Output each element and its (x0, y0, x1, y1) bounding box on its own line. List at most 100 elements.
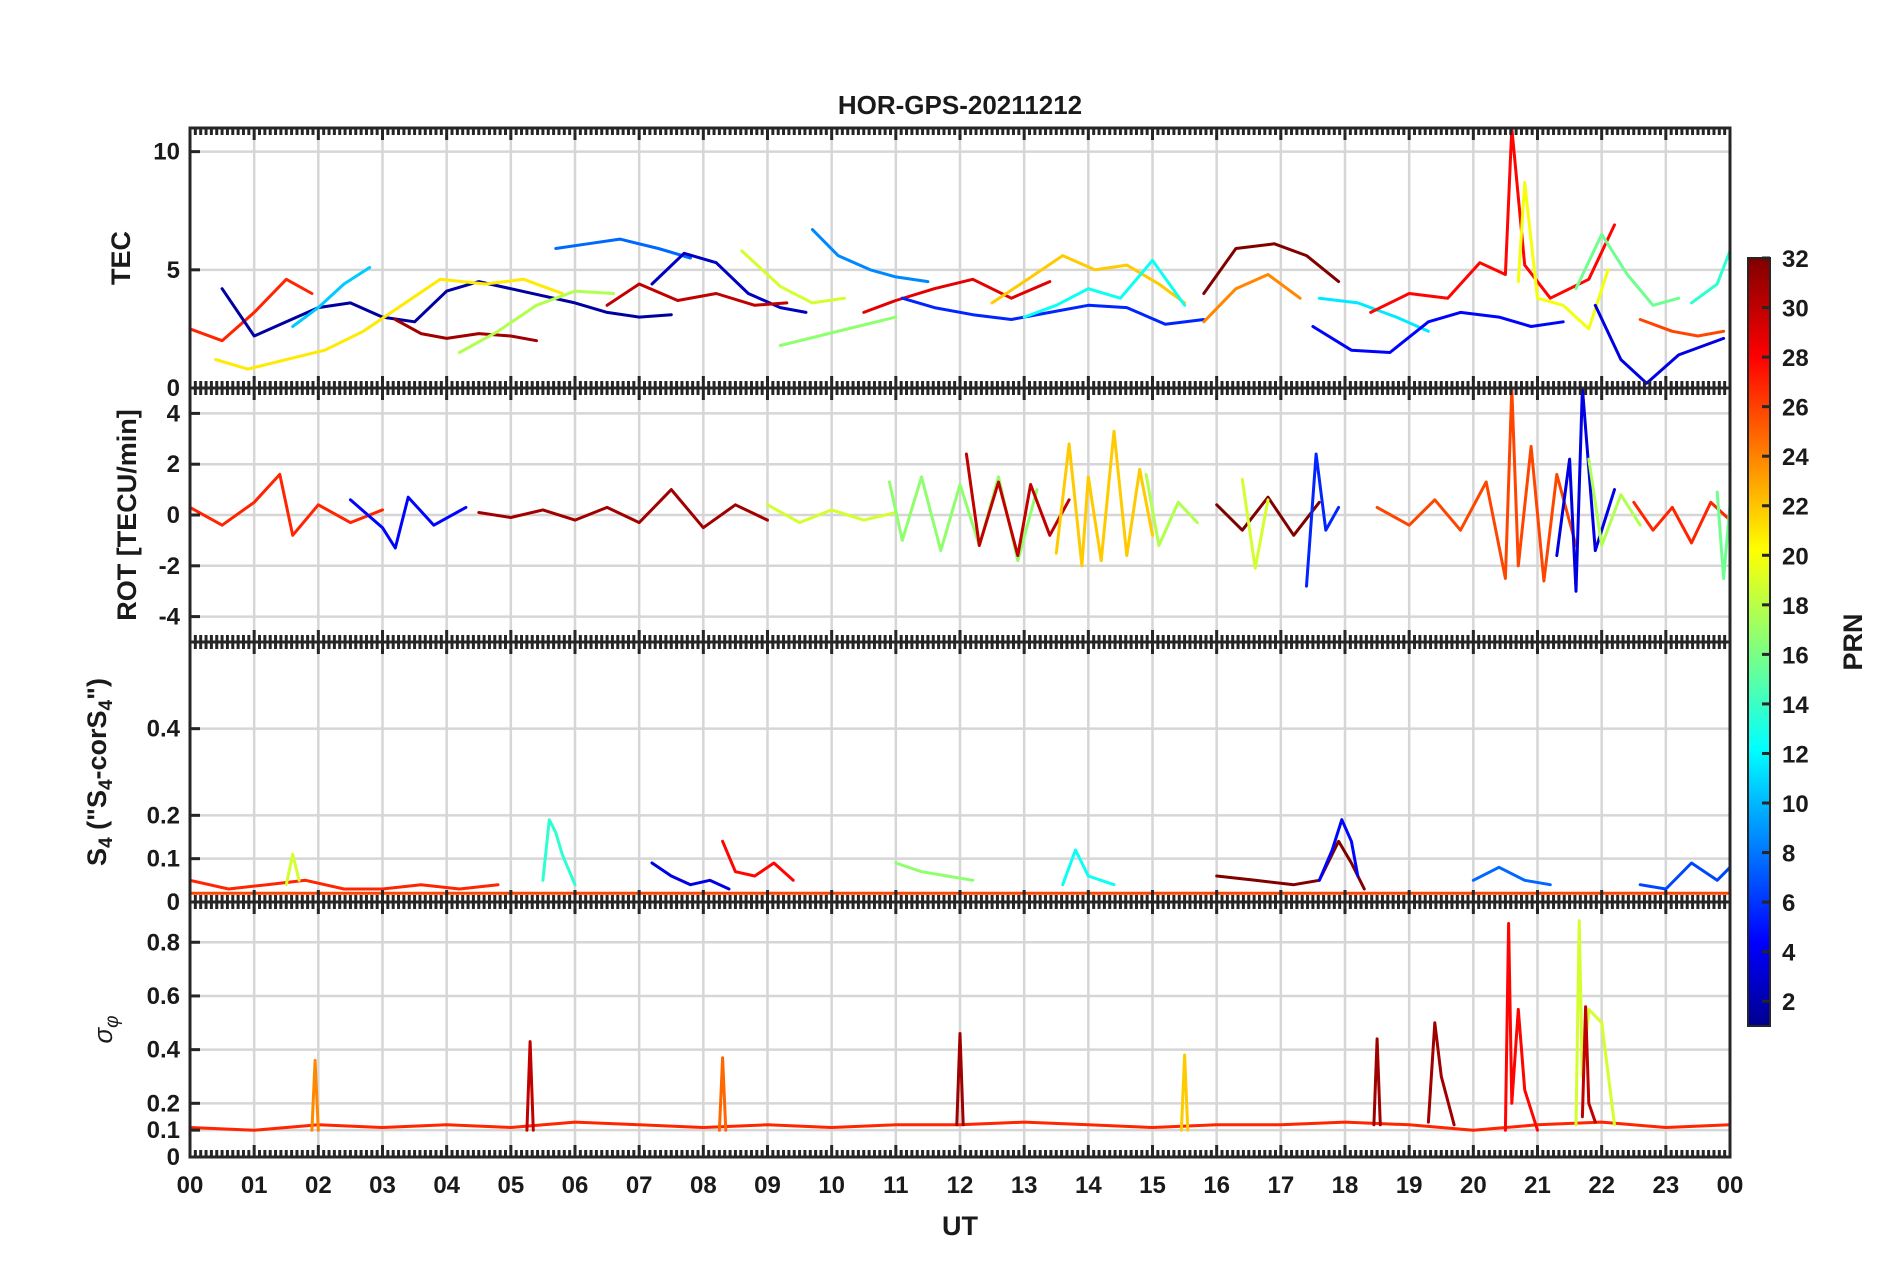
x-tick-label: 12 (947, 1172, 974, 1199)
trace-prn-5 (1317, 818, 1360, 882)
x-tick-label: 17 (1267, 1172, 1294, 1199)
colorbar-tick-label: 24 (1782, 444, 1809, 471)
traces-tec (190, 128, 1730, 385)
trace-prn-31 (393, 318, 538, 343)
colorbar-tick-label: 18 (1782, 593, 1809, 620)
traces-rot (190, 388, 1730, 593)
trace-prn-24 (310, 1058, 320, 1132)
trace-prn-19 (284, 852, 301, 887)
y-tick-label: 0.4 (147, 1037, 181, 1064)
trace-prn-31 (955, 1032, 965, 1127)
y-axis-label-part: σ (88, 1027, 118, 1044)
trace-prn-6 (900, 296, 1206, 326)
y-axis-label-subscript: 4 (96, 779, 117, 790)
trace-prn-30 (605, 282, 789, 307)
trace-prn-27 (190, 878, 500, 891)
y-tick-label: 0.2 (147, 1090, 180, 1117)
trace-prn-5 (348, 495, 468, 550)
y-tick-label: 0.1 (147, 846, 180, 873)
x-tick-label: 07 (626, 1172, 653, 1199)
trace-prn-27 (1632, 500, 1730, 545)
y-axis-label: S4 ("S4-corS4") (82, 678, 117, 866)
y-axis-label-subscript: 4 (96, 837, 117, 848)
colorbar-tick-label: 2 (1782, 989, 1795, 1016)
trace-prn-2 (220, 280, 673, 338)
colorbar-label: PRN (1838, 613, 1868, 670)
trace-prn-28 (1503, 922, 1539, 1132)
x-tick-label: 13 (1011, 1172, 1038, 1199)
panel-sigma: 00.10.2 0.4 0.6 0.8 σφ (88, 900, 1732, 1171)
colorbar-tick-label: 32 (1782, 246, 1809, 273)
trace-prn-22 (1179, 1053, 1190, 1132)
y-tick-label: 4 (167, 400, 181, 427)
x-tick-label: 14 (1075, 1172, 1102, 1199)
trace-prn-5 (1311, 310, 1565, 354)
y-tick-label: 2 (167, 451, 180, 478)
colorbar-tick-label: 22 (1782, 494, 1809, 521)
trace-prn-4 (650, 861, 731, 891)
trace-prn-30 (1580, 1005, 1597, 1124)
traces-sigma (190, 919, 1730, 1132)
colorbar-gradient (1747, 257, 1771, 1027)
trace-prn-6 (1305, 452, 1341, 588)
y-axis-label: σφ (88, 1015, 123, 1043)
x-tick-label: 18 (1332, 1172, 1359, 1199)
trace-prn-30 (525, 1040, 535, 1132)
x-tick-label: 08 (690, 1172, 717, 1199)
trace-prn-29 (862, 277, 1052, 314)
y-axis-label-part: -corS (82, 710, 112, 779)
trace-prn-8 (554, 237, 692, 260)
trace-prn-19 (1240, 477, 1270, 570)
y-tick-label: 0.8 (147, 929, 180, 956)
colorbar-tick-label: 20 (1782, 543, 1809, 570)
x-axis-label: UT (942, 1211, 978, 1241)
x-tick-label: 20 (1460, 1172, 1487, 1199)
x-tick-label: 02 (305, 1172, 332, 1199)
y-tick-label: 0 (167, 375, 180, 402)
trace-prn-18 (458, 289, 615, 354)
trace-prn-19 (740, 249, 846, 305)
trace-prn-26 (1375, 388, 1578, 583)
colorbar-tick-label: 6 (1782, 890, 1795, 917)
trace-prn-32 (1202, 242, 1341, 295)
x-tick-label: 09 (754, 1172, 781, 1199)
y-axis-label-subscript: φ (102, 1015, 123, 1027)
trace-prn-28 (721, 839, 795, 882)
trace-prn-11 (291, 266, 372, 328)
colorbar-tick-label: 30 (1782, 296, 1809, 323)
x-tick-label: 05 (497, 1172, 524, 1199)
colorbar-tick-label: 10 (1782, 791, 1809, 818)
y-tick-label: 0.6 (147, 983, 180, 1010)
trace-prn-25 (717, 1056, 728, 1132)
x-tick-label: 19 (1396, 1172, 1423, 1199)
trace-prn-31 (1372, 1037, 1382, 1127)
y-tick-label: -2 (159, 553, 180, 580)
colorbar-tick-label: 26 (1782, 395, 1809, 422)
x-tick-label: 03 (369, 1172, 396, 1199)
trace-prn-26 (1638, 318, 1726, 338)
trace-prn-32 (1215, 495, 1321, 537)
y-axis-label: TEC (106, 231, 136, 285)
trace-prn-13 (1061, 848, 1116, 887)
y-tick-label: 0 (167, 1144, 180, 1171)
colorbar-tick-label: 4 (1782, 940, 1796, 967)
x-tick-label: 00 (177, 1172, 204, 1199)
colorbar-tick-label: 12 (1782, 741, 1809, 768)
trace-prn-27 (190, 1120, 1730, 1132)
y-tick-label: -4 (159, 604, 181, 631)
colorbar-tick-label: 8 (1782, 841, 1795, 868)
panel-tec: 0 5 10 TEC (106, 126, 1732, 402)
y-axis-label-subscript: 4 (96, 699, 117, 710)
panel-s4: 00.10.20.4S4 ("S4-corS4") (82, 640, 1732, 916)
trace-prn-16 (1715, 490, 1730, 580)
trace-prn-20 (1516, 180, 1610, 331)
x-tick-label: 06 (562, 1172, 589, 1199)
panel-rot: -4 -2 0 2 4 ROT [TECU/min] (112, 386, 1732, 644)
trace-prn-27 (190, 472, 384, 537)
y-axis-label: ROT [TECU/min] (112, 409, 142, 620)
colorbar-tick-label: 14 (1782, 692, 1809, 719)
trace-prn-28 (1369, 128, 1616, 314)
y-axis-label-part: ("S (82, 790, 112, 837)
